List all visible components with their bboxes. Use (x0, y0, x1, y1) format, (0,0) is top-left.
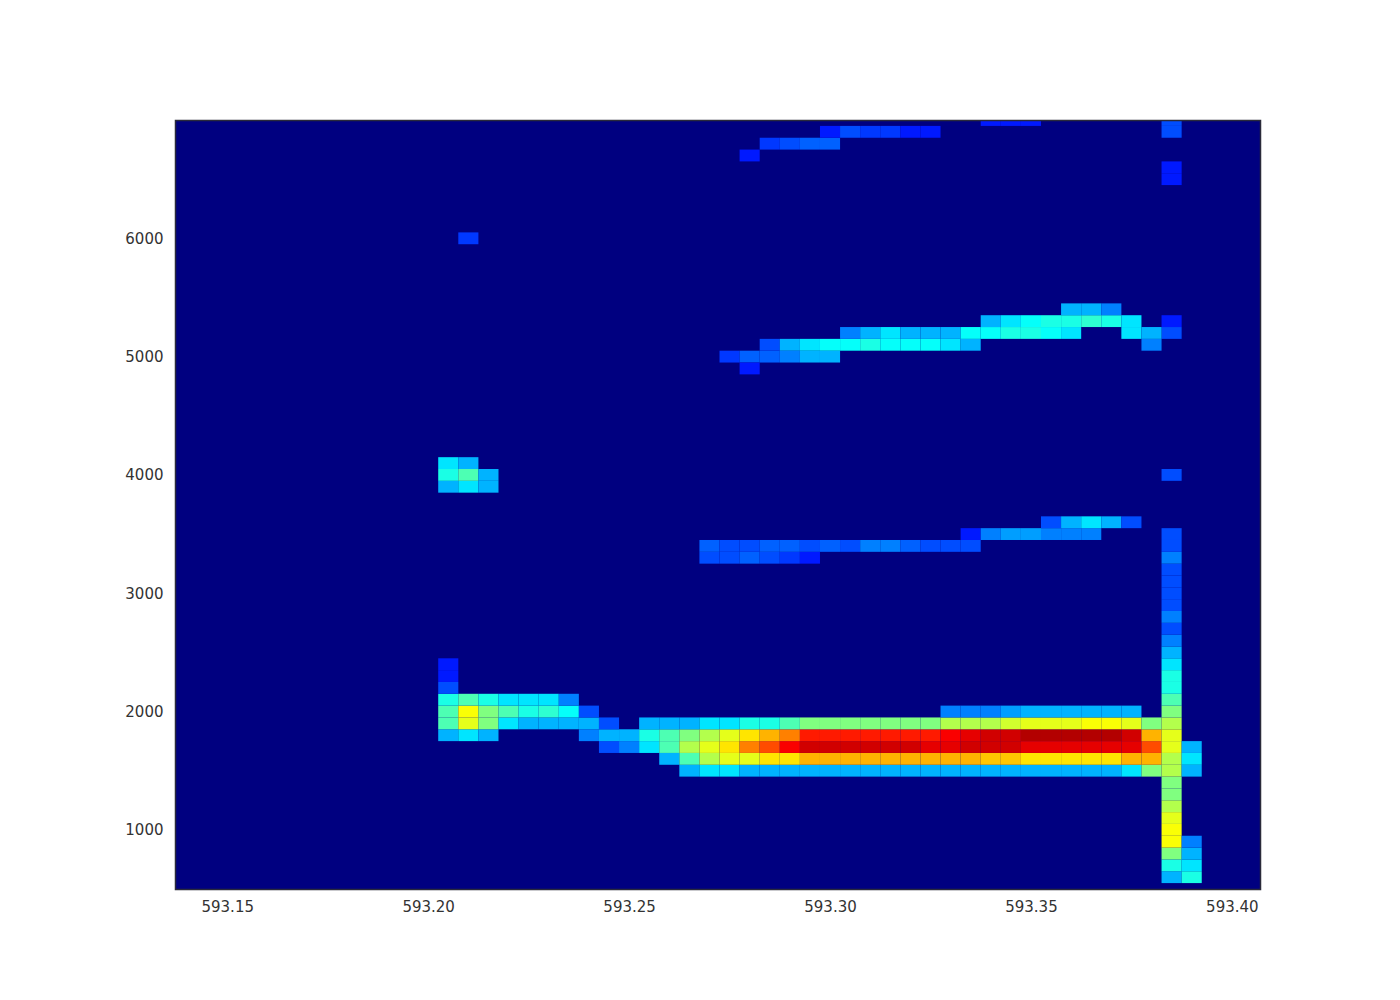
svg-text:6000: 6000 (125, 230, 163, 248)
svg-text:593.25: 593.25 (603, 898, 656, 916)
svg-text:593.20: 593.20 (402, 898, 455, 916)
svg-text:3000: 3000 (125, 585, 163, 603)
svg-text:593.15: 593.15 (201, 898, 254, 916)
svg-text:1000: 1000 (125, 821, 163, 839)
svg-text:593.35: 593.35 (1005, 898, 1058, 916)
svg-text:4000: 4000 (125, 466, 163, 484)
svg-text:593.40: 593.40 (1206, 898, 1259, 916)
svg-text:593.30: 593.30 (804, 898, 857, 916)
svg-text:5000: 5000 (125, 348, 163, 366)
svg-text:2000: 2000 (125, 703, 163, 721)
